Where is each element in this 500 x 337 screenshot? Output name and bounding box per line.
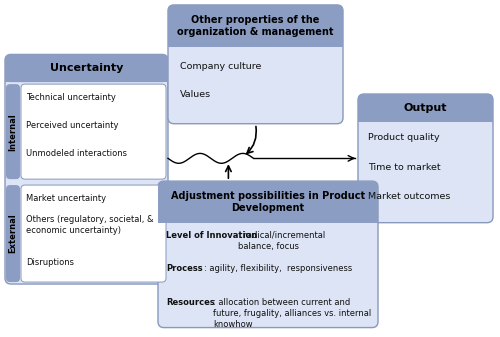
FancyBboxPatch shape [158, 181, 378, 223]
Bar [158, 217, 378, 223]
Text: : agility, flexibility,  responsiveness: : agility, flexibility, responsiveness [204, 264, 352, 273]
FancyBboxPatch shape [158, 181, 378, 328]
Text: Unmodeled interactions: Unmodeled interactions [26, 149, 127, 158]
FancyBboxPatch shape [5, 55, 168, 82]
Text: Technical uncertainty: Technical uncertainty [26, 93, 116, 102]
Text: Internal: Internal [8, 113, 18, 151]
Text: Perceived uncertainty: Perceived uncertainty [26, 121, 118, 130]
FancyBboxPatch shape [21, 84, 166, 179]
Text: : radical/incremental
balance, focus: : radical/incremental balance, focus [238, 231, 325, 251]
Text: Process: Process [166, 264, 202, 273]
Text: Time to market: Time to market [368, 163, 440, 172]
FancyBboxPatch shape [168, 5, 343, 47]
Text: Others (regulatory, societal, &
economic uncertainty): Others (regulatory, societal, & economic… [26, 215, 154, 235]
FancyBboxPatch shape [168, 5, 343, 124]
Text: Disruptions: Disruptions [26, 258, 74, 267]
Text: Other properties of the
organization & management: Other properties of the organization & m… [177, 14, 334, 37]
Text: Market uncertainty: Market uncertainty [26, 194, 106, 204]
FancyBboxPatch shape [358, 94, 493, 122]
Text: Adjustment possibilities in Product
Development: Adjustment possibilities in Product Deve… [171, 191, 365, 213]
Bar [358, 116, 493, 122]
FancyBboxPatch shape [6, 84, 20, 179]
FancyBboxPatch shape [6, 185, 20, 282]
Text: Output: Output [404, 103, 448, 113]
Text: Values: Values [180, 90, 211, 98]
Text: Resources: Resources [166, 298, 215, 307]
Text: Market outcomes: Market outcomes [368, 192, 450, 202]
FancyBboxPatch shape [358, 94, 493, 223]
Bar [168, 40, 343, 47]
Text: Level of Innovation: Level of Innovation [166, 231, 257, 240]
Text: Uncertainty: Uncertainty [50, 63, 123, 73]
FancyBboxPatch shape [21, 185, 166, 282]
Bar [5, 76, 168, 82]
Text: External: External [8, 214, 18, 253]
Text: Company culture: Company culture [180, 62, 262, 71]
FancyBboxPatch shape [5, 55, 168, 284]
Text: : allocation between current and
future, frugality, alliances vs. internal
knowh: : allocation between current and future,… [213, 298, 371, 329]
Text: Product quality: Product quality [368, 133, 440, 142]
